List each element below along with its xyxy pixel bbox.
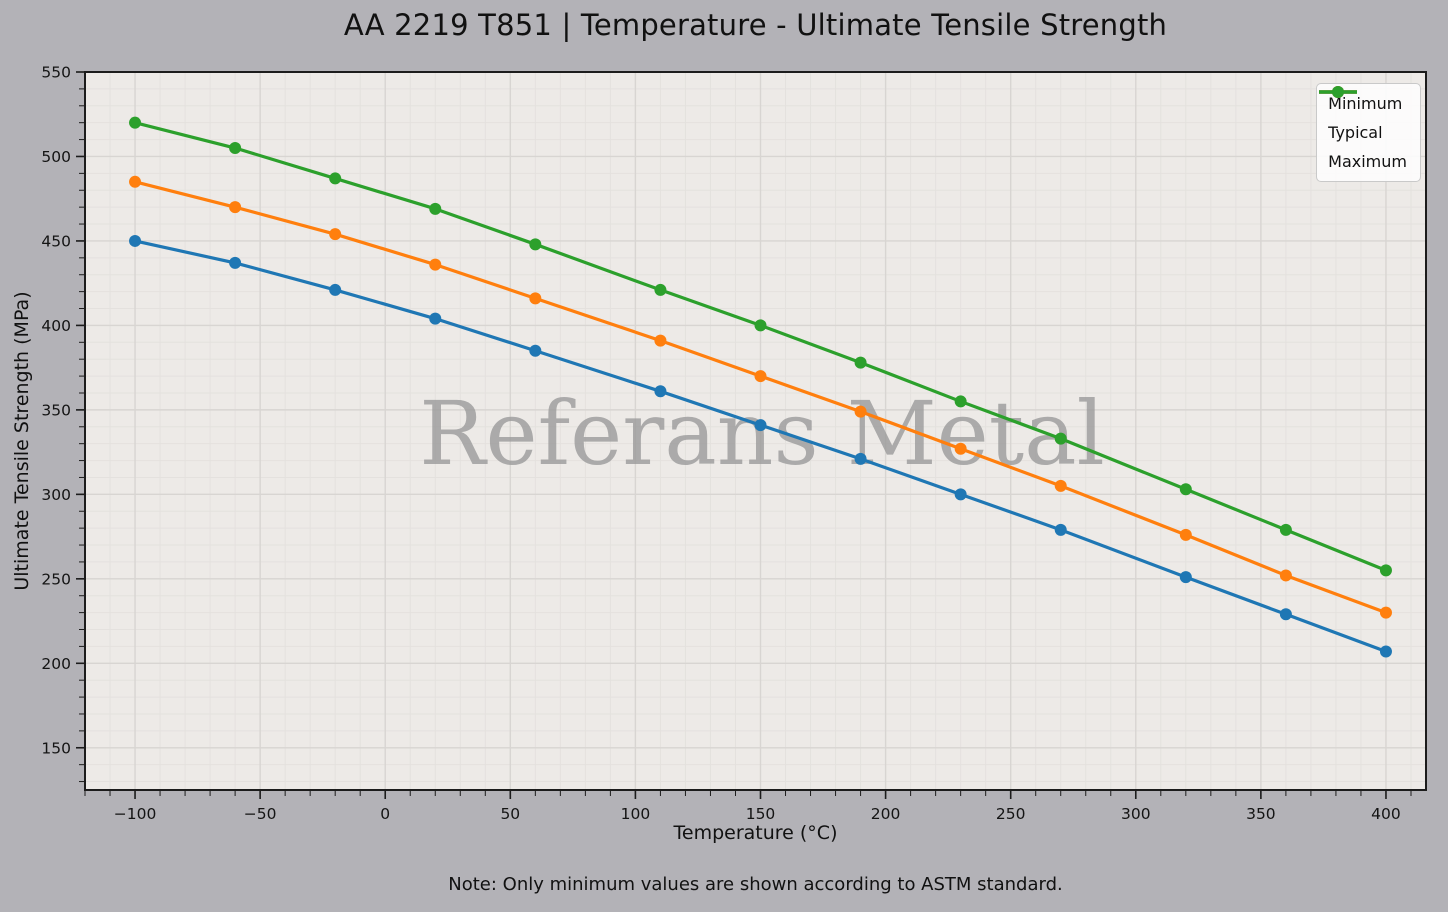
series-marker-typical xyxy=(854,405,867,418)
y-tick-label: 550 xyxy=(41,64,71,82)
series-marker-typical xyxy=(954,442,967,455)
series-marker-typical xyxy=(1054,479,1067,492)
series-marker-maximum xyxy=(329,172,342,185)
series-marker-minimum xyxy=(1054,523,1067,536)
series-marker-minimum xyxy=(854,452,867,465)
series-marker-typical xyxy=(654,334,667,347)
series-marker-maximum xyxy=(754,319,767,332)
chart-note: Note: Only minimum values are shown acco… xyxy=(448,874,1063,895)
legend-item-typical: Typical xyxy=(1319,86,1407,145)
series-marker-minimum xyxy=(1179,571,1192,584)
y-tick-label: 350 xyxy=(41,401,71,419)
legend-item-label: Minimum xyxy=(1328,94,1403,113)
series-marker-minimum xyxy=(429,312,442,325)
series-marker-typical xyxy=(1279,569,1292,582)
series-marker-minimum xyxy=(329,283,342,296)
x-tick-label: 350 xyxy=(1246,805,1276,823)
x-tick-label: 250 xyxy=(996,805,1026,823)
series-marker-typical xyxy=(754,370,767,383)
x-tick-label: −50 xyxy=(244,805,277,823)
legend-item-label: Maximum xyxy=(1328,152,1407,171)
y-tick-label: 500 xyxy=(41,148,71,166)
chart-title: AA 2219 T851 | Temperature - Ultimate Te… xyxy=(343,8,1168,42)
series-marker-maximum xyxy=(229,142,242,155)
x-axis-label: Temperature (°C) xyxy=(673,822,838,844)
y-tick-label: 400 xyxy=(41,317,71,335)
series-marker-typical xyxy=(229,201,242,214)
series-marker-maximum xyxy=(1054,432,1067,445)
x-tick-label: 300 xyxy=(1121,805,1151,823)
series-marker-minimum xyxy=(529,344,542,357)
series-marker-minimum xyxy=(754,419,767,432)
series-marker-minimum xyxy=(954,488,967,501)
series-marker-typical xyxy=(1179,528,1192,541)
y-tick-label: 250 xyxy=(41,570,71,588)
series-marker-maximum xyxy=(529,238,542,251)
series-marker-typical xyxy=(529,292,542,305)
series-marker-minimum xyxy=(1379,645,1392,658)
legend-line-swatch xyxy=(1319,86,1358,98)
series-marker-typical xyxy=(129,175,142,188)
x-tick-label: 0 xyxy=(380,805,390,823)
series-marker-typical xyxy=(329,228,342,241)
x-tick-label: 400 xyxy=(1371,805,1401,823)
series-marker-maximum xyxy=(129,116,142,129)
series-marker-typical xyxy=(1379,606,1392,619)
series-marker-maximum xyxy=(1179,483,1192,496)
series-marker-maximum xyxy=(654,283,667,296)
y-tick-label: 200 xyxy=(41,655,71,673)
y-tick-label: 150 xyxy=(41,739,71,757)
series-marker-typical xyxy=(429,258,442,271)
series-marker-minimum xyxy=(229,256,242,269)
x-tick-label: 200 xyxy=(871,805,901,823)
watermark: Referans Metal xyxy=(419,382,1104,485)
x-tick-label: −100 xyxy=(114,805,157,823)
plot-background xyxy=(85,72,1426,790)
y-tick-label: 300 xyxy=(41,486,71,504)
y-tick-label: 450 xyxy=(41,232,71,250)
legend: Minimum Typical Maximum xyxy=(1316,83,1421,182)
series-marker-minimum xyxy=(1279,608,1292,621)
series-marker-maximum xyxy=(954,395,967,408)
series-marker-maximum xyxy=(1279,523,1292,536)
series-marker-maximum xyxy=(1379,564,1392,577)
y-axis-label: Ultimate Tensile Strength (MPa) xyxy=(11,291,33,591)
series-marker-minimum xyxy=(654,385,667,398)
axes-spines xyxy=(84,71,1427,791)
legend-item-label: Typical xyxy=(1328,123,1383,142)
series-marker-maximum xyxy=(854,356,867,369)
legend-item-maximum: Maximum xyxy=(1319,86,1407,174)
series-marker-maximum xyxy=(429,202,442,215)
x-tick-label: 50 xyxy=(500,805,520,823)
x-tick-label: 150 xyxy=(746,805,776,823)
x-tick-label: 100 xyxy=(621,805,651,823)
series-marker-minimum xyxy=(129,234,142,247)
